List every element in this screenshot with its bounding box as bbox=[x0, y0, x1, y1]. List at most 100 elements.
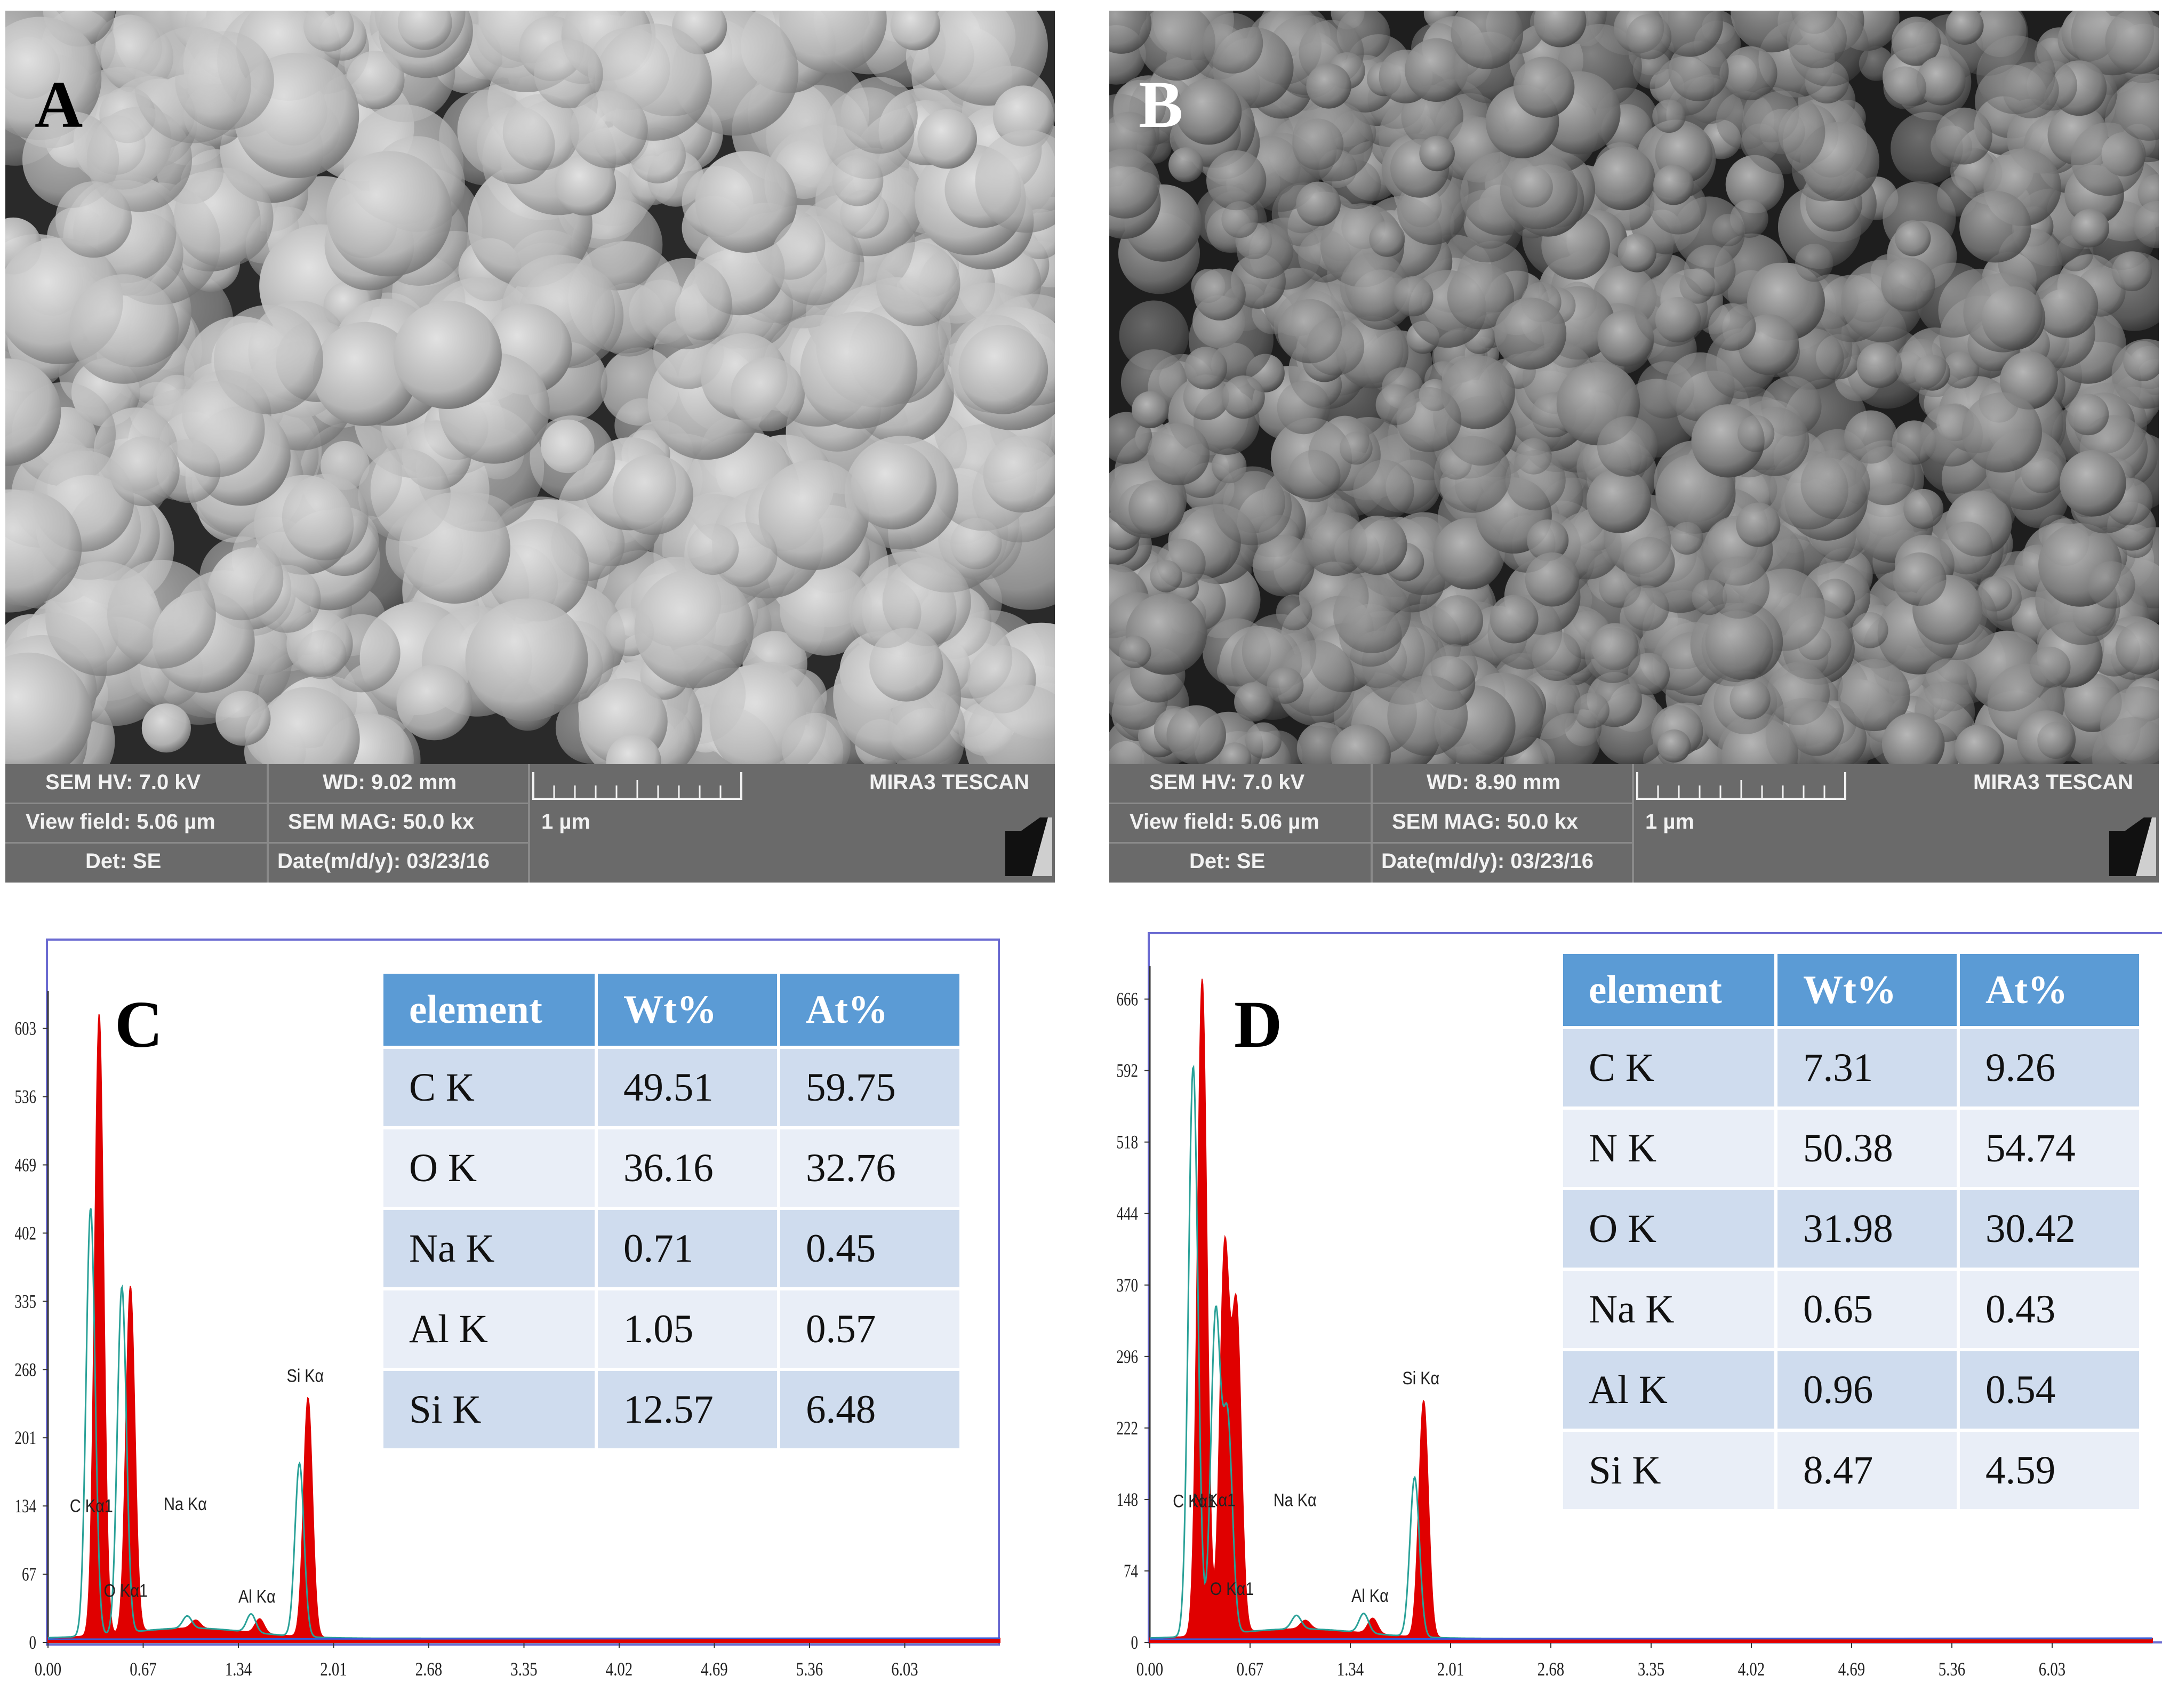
panel-letter-a: A bbox=[35, 68, 83, 142]
particle bbox=[1237, 222, 1294, 279]
particle bbox=[5, 652, 92, 764]
particle bbox=[1245, 722, 1282, 759]
particle bbox=[570, 90, 648, 169]
table-row: N K 50.38 54.74 bbox=[1563, 1110, 2139, 1187]
x-tick-label: 1.34 bbox=[225, 1659, 252, 1680]
particle bbox=[1852, 612, 1888, 648]
particle bbox=[832, 155, 884, 206]
table-cell: Al K bbox=[1563, 1351, 1774, 1429]
particle bbox=[2115, 621, 2159, 675]
panel-letter-b: B bbox=[1139, 68, 1183, 142]
particle bbox=[346, 51, 405, 109]
particle bbox=[1132, 391, 1169, 428]
sem-panel-b: B SEM HV: 7.0 kV View field: 5.06 µm Det… bbox=[1109, 11, 2159, 883]
y-tick-label: 148 bbox=[1117, 1489, 1138, 1510]
particle bbox=[876, 242, 960, 326]
x-tick-label: 0.00 bbox=[1136, 1659, 1163, 1680]
particle bbox=[1940, 522, 1993, 575]
table-row: C K 49.51 59.75 bbox=[383, 1049, 959, 1126]
particle bbox=[1881, 257, 1935, 312]
table-cell: 4.59 bbox=[1960, 1432, 2139, 1509]
particle bbox=[780, 563, 872, 656]
particle bbox=[1303, 512, 1367, 576]
particle bbox=[1348, 515, 1407, 575]
table-row: Na K 0.71 0.45 bbox=[383, 1210, 959, 1287]
particle bbox=[530, 415, 615, 501]
table-row: Si K 8.47 4.59 bbox=[1563, 1432, 2139, 1509]
particle bbox=[1306, 63, 1351, 109]
table-cell: 36.16 bbox=[598, 1129, 777, 1207]
particle bbox=[890, 11, 941, 51]
peak-label: Na Kα bbox=[164, 1494, 207, 1514]
particle bbox=[781, 712, 851, 764]
composition-table-c: element Wt% At% C K 49.51 59.75 O K 36.16 32.76… bbox=[380, 971, 963, 1452]
particle bbox=[1396, 387, 1462, 452]
particle bbox=[1895, 220, 1931, 256]
particle bbox=[1525, 552, 1580, 607]
particle bbox=[1963, 272, 2043, 352]
particle bbox=[695, 151, 797, 253]
particle bbox=[1916, 56, 1966, 106]
table-cell: 0.71 bbox=[598, 1210, 777, 1287]
particle bbox=[1916, 578, 1998, 661]
particle bbox=[1623, 585, 1669, 631]
eds-panel-d: 0.00 0.67 1.34 2.01 2.68 3.35 4.02 4.69 5.36 6.03… bbox=[1095, 928, 2162, 1708]
particle bbox=[326, 151, 452, 277]
particle bbox=[1333, 575, 1411, 653]
sem-hv: SEM HV: 7.0 kV bbox=[45, 771, 201, 794]
particle bbox=[1591, 146, 1655, 211]
particle bbox=[1895, 339, 1947, 390]
particle bbox=[1276, 594, 1312, 631]
particle bbox=[303, 11, 354, 52]
table-cell: 0.65 bbox=[1777, 1271, 1957, 1348]
particle bbox=[2070, 209, 2109, 248]
particle bbox=[770, 216, 860, 306]
particle bbox=[1634, 273, 1708, 347]
y-tick-label: 134 bbox=[15, 1495, 37, 1517]
y-tick-label: 67 bbox=[22, 1563, 36, 1585]
particle bbox=[1339, 431, 1373, 465]
particle bbox=[55, 181, 132, 258]
particle bbox=[1218, 742, 1252, 764]
particle bbox=[1657, 729, 1691, 763]
particle bbox=[1656, 11, 1723, 57]
sem-image-a bbox=[5, 11, 1055, 764]
particle bbox=[1494, 298, 1567, 370]
x-tick-label: 1.34 bbox=[1337, 1659, 1364, 1680]
particle bbox=[169, 381, 265, 477]
particle bbox=[313, 322, 417, 426]
particle bbox=[1532, 631, 1582, 681]
particle bbox=[397, 11, 452, 50]
particle bbox=[1221, 375, 1265, 419]
y-tick-label: 444 bbox=[1117, 1203, 1139, 1224]
scale-bar-label: 1 µm bbox=[541, 810, 590, 833]
particle bbox=[1787, 11, 1847, 69]
x-tick-label: 4.69 bbox=[1838, 1659, 1865, 1680]
table-cell: 0.96 bbox=[1777, 1351, 1957, 1429]
table-cell: 0.45 bbox=[780, 1210, 959, 1287]
peak-label: Si Kα bbox=[1402, 1368, 1439, 1389]
instrument-name: MIRA3 TESCAN bbox=[869, 771, 1030, 794]
particle bbox=[1701, 610, 1773, 683]
x-tick-label: 3.35 bbox=[510, 1659, 537, 1680]
particle bbox=[758, 460, 869, 570]
peak-label: Al Kα bbox=[1351, 1585, 1389, 1606]
particle bbox=[1184, 347, 1228, 390]
particle bbox=[141, 703, 191, 753]
particle bbox=[1128, 480, 1184, 536]
table-row: Na K 0.65 0.43 bbox=[1563, 1271, 2139, 1348]
particle bbox=[1138, 11, 1216, 81]
particle bbox=[1292, 118, 1344, 170]
table-cell: Al K bbox=[383, 1290, 595, 1368]
particle bbox=[1119, 300, 1189, 371]
particle bbox=[214, 304, 323, 414]
particle bbox=[69, 274, 179, 384]
particle bbox=[2105, 11, 2159, 74]
particle bbox=[1954, 724, 2004, 764]
particle bbox=[1800, 450, 1870, 519]
particle bbox=[215, 691, 271, 746]
x-tick-label: 3.35 bbox=[1638, 1659, 1664, 1680]
table-cell: 30.42 bbox=[1960, 1190, 2139, 1268]
particle bbox=[1736, 502, 1781, 547]
particle bbox=[888, 688, 965, 764]
